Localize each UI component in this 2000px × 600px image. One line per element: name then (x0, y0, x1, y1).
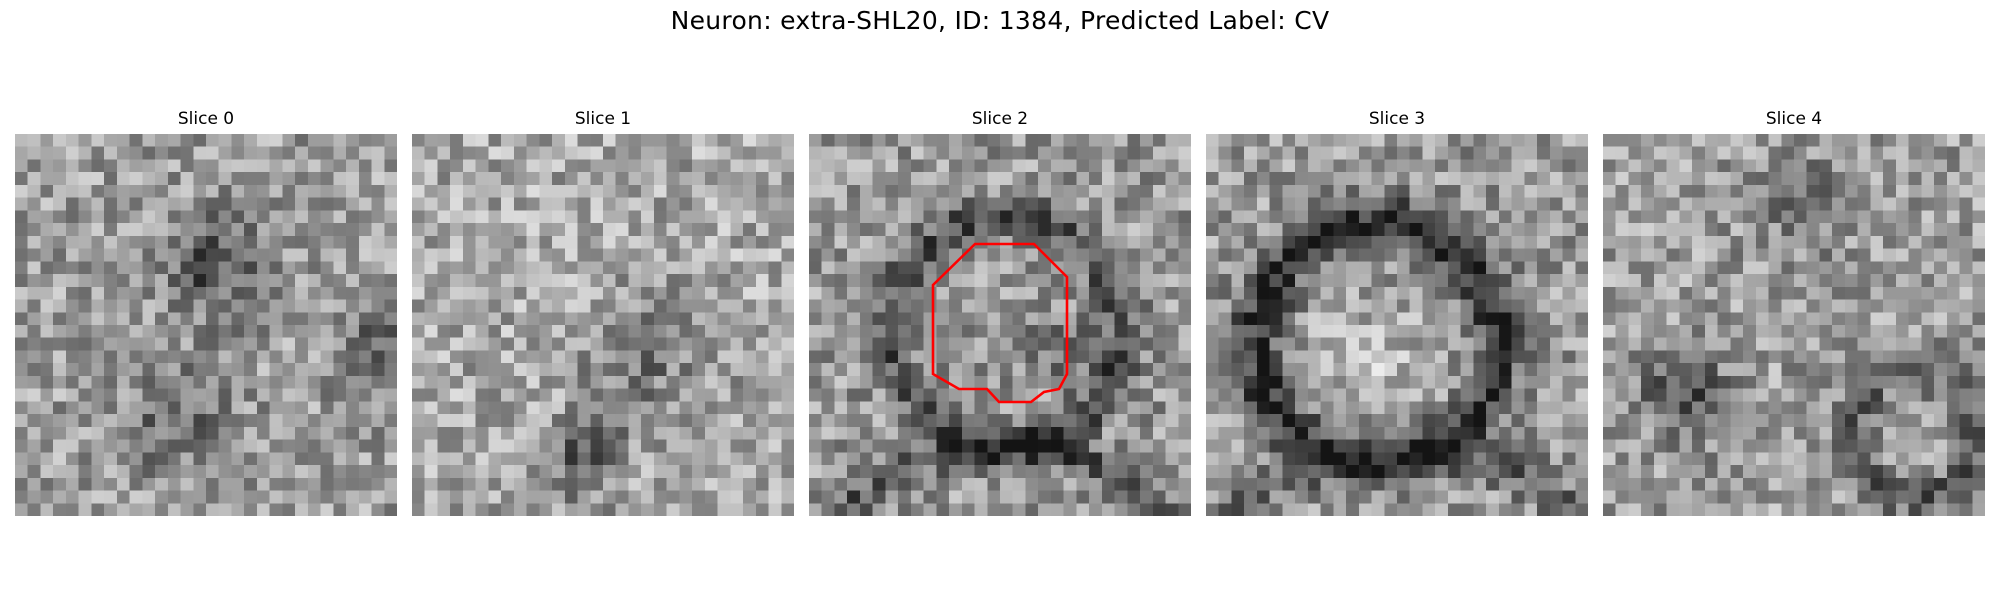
slice-image-3 (1206, 134, 1588, 516)
slice-image-1 (412, 134, 794, 516)
slice-panel-4: Slice 4 (1603, 108, 1985, 516)
slice-title-4: Slice 4 (1765, 109, 1823, 129)
slice-title-1: Slice 1 (574, 109, 632, 129)
slice-title-2: Slice 2 (971, 109, 1029, 129)
slice-image-0 (15, 134, 397, 516)
slice-image-2 (809, 134, 1191, 516)
slice-panel-1: Slice 1 (412, 108, 794, 516)
slice-panel-3: Slice 3 (1206, 108, 1588, 516)
slice-panel-0: Slice 0 (15, 108, 397, 516)
slice-image-4 (1603, 134, 1985, 516)
slice-title-3: Slice 3 (1368, 109, 1426, 129)
slice-panel-2: Slice 2 (809, 108, 1191, 516)
slice-title-0: Slice 0 (177, 109, 235, 129)
figure-title: Neuron: extra-SHL20, ID: 1384, Predicted… (670, 6, 1330, 35)
